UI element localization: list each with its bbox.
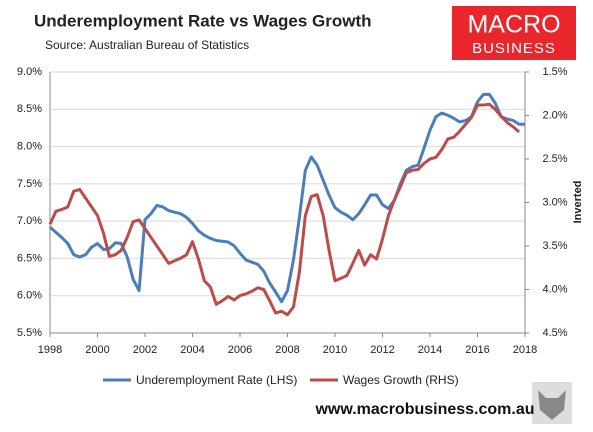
series-line (49, 92, 525, 304)
y2-axis-label: Inverted (572, 181, 584, 224)
x-tick-label: 2018 (513, 344, 537, 356)
y2-tick-label: 2.0% (542, 109, 567, 121)
x-tick-label: 2006 (228, 344, 252, 356)
y2-tick-label: 2.5% (542, 153, 567, 165)
wolf-icon (532, 382, 572, 424)
x-tick-label: 2002 (133, 344, 157, 356)
x-tick-label: 2000 (85, 344, 109, 356)
y2-tick-label: 4.5% (542, 327, 567, 339)
y-tick-label: 6.0% (17, 290, 42, 302)
series-line (48, 102, 521, 317)
y2-tick-label: 4.0% (542, 283, 567, 295)
footer-url: www.macrobusiness.com.au (314, 401, 534, 418)
legend-label: Underemployment Rate (LHS) (136, 373, 297, 387)
y-tick-label: 7.5% (17, 178, 42, 190)
y-tick-label: 8.0% (17, 140, 42, 152)
legend-label: Wages Growth (RHS) (343, 373, 459, 387)
x-tick-label: 2014 (418, 344, 442, 356)
x-tick-label: 2010 (323, 344, 347, 356)
chart-subtitle: Source: Australian Bureau of Statistics (45, 38, 249, 52)
x-tick-label: 2004 (180, 344, 204, 356)
logo-box (452, 6, 576, 60)
y-tick-label: 9.0% (17, 66, 42, 78)
x-tick-label: 2008 (275, 344, 299, 356)
x-tick-label: 2012 (370, 344, 394, 356)
x-tick-label: 1998 (38, 344, 62, 356)
y-tick-label: 7.0% (17, 215, 42, 227)
y-tick-label: 5.5% (17, 327, 42, 339)
logo-text: BUSINESS (472, 40, 556, 57)
y-tick-label: 8.5% (17, 103, 42, 115)
logo-text: MACRO (467, 11, 560, 39)
y2-tick-label: 1.5% (542, 66, 567, 78)
y2-tick-label: 3.0% (542, 196, 567, 208)
y-tick-label: 6.5% (17, 252, 42, 264)
x-tick-label: 2016 (465, 344, 489, 356)
chart-title: Underemployment Rate vs Wages Growth (34, 11, 372, 30)
y2-tick-label: 3.5% (542, 240, 567, 252)
